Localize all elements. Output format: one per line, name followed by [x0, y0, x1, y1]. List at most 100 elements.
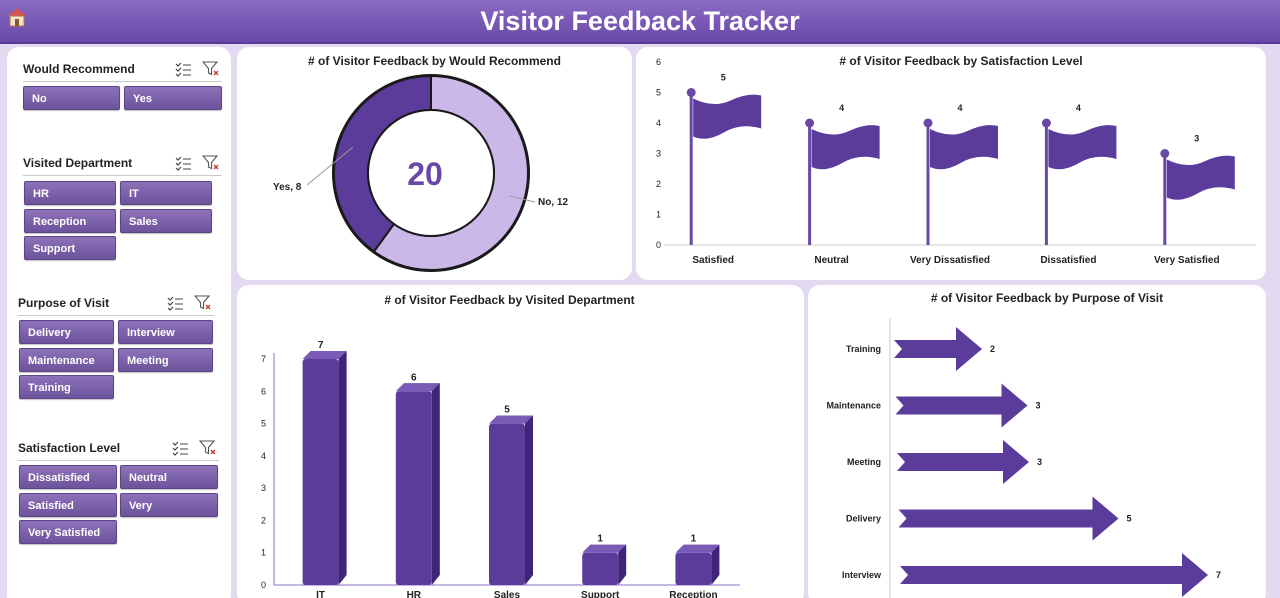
visited-department-slicer-title: Visited Department — [23, 156, 133, 170]
recommend-chart-title: # of Visitor Feedback by Would Recommend — [308, 54, 561, 68]
page-title: Visitor Feedback Tracker — [480, 6, 800, 36]
department-bar-chart: 0 1 2 3 4 5 6 7 7 IT 6 HR 5 Sales 1 Support 1 Reception — [261, 340, 740, 598]
bar-value-label: 6 — [411, 372, 417, 383]
bar-hr — [395, 391, 432, 585]
satisfaction-level-slicer-divider — [18, 460, 219, 461]
bar-side — [497, 415, 533, 585]
flag-very-satisfied — [1166, 155, 1235, 200]
multi-select-icon[interactable] — [174, 155, 192, 171]
bar-reception — [675, 552, 712, 585]
clear-filter-icon[interactable] — [202, 155, 220, 171]
arrow-meeting — [897, 440, 1029, 484]
flag-dissatisfied — [1048, 125, 1117, 170]
slicer-button-no[interactable]: No — [23, 86, 120, 110]
slicer-button-very-dissatisfied[interactable]: Very Dissatisfied — [120, 492, 218, 536]
flag-satisfied — [693, 94, 762, 139]
x-tick-label: Support — [581, 590, 620, 598]
x-tick-label: Satisfied — [692, 255, 734, 266]
leader-line-yes — [306, 146, 354, 186]
clear-filter-icon[interactable] — [194, 295, 212, 311]
bar-side — [683, 544, 720, 585]
slicer-button-meeting[interactable]: Meeting — [118, 347, 213, 372]
y-tick-label: 7 — [261, 354, 266, 364]
bar-top — [489, 415, 533, 424]
y-tick-label: Interview — [842, 570, 882, 580]
flag-neutral — [811, 125, 880, 170]
slicer-button-neutral[interactable]: Neutral — [120, 465, 218, 489]
y-tick-label: 4 — [656, 118, 661, 128]
arrow-interview — [900, 553, 1208, 597]
bar-top — [302, 351, 347, 359]
multi-select-icon[interactable] — [174, 61, 192, 77]
recommend-donut-chart: 20 No, 12 Yes, 8 — [273, 74, 568, 272]
satisfaction-level-slicer-title: Satisfaction Level — [18, 441, 121, 455]
visited-department-slicer-divider — [23, 175, 222, 176]
y-tick-label: 5 — [261, 419, 266, 429]
bar-side — [403, 383, 440, 585]
arrow-maintenance — [895, 383, 1028, 428]
slicer-button-dissatisfied[interactable]: Dissatisfied — [19, 465, 117, 489]
purpose-of-visit-slicer-divider — [18, 315, 214, 316]
purpose-chart-panel — [808, 285, 1266, 598]
y-tick-label: 4 — [261, 451, 266, 461]
flag-pole-knob — [1160, 149, 1170, 158]
y-tick-label: Meeting — [847, 457, 881, 467]
x-tick-label: Very Dissatisfied — [910, 255, 990, 266]
y-tick-label: 3 — [656, 149, 661, 159]
slicer-button-delivery[interactable]: Delivery — [19, 320, 114, 344]
x-tick-label: Very Satisfied — [1154, 255, 1220, 266]
slicer-button-interview[interactable]: Interview — [118, 320, 213, 344]
department-chart-title: # of Visitor Feedback by Visited Departm… — [384, 293, 635, 307]
slicer-button-it[interactable]: IT — [120, 181, 212, 205]
header-bar: Visitor Feedback Tracker — [0, 0, 1280, 44]
bar-top — [675, 544, 720, 553]
slicer-button-training[interactable]: Training — [19, 375, 114, 399]
satisfaction-flag-chart: 0 1 2 3 4 5 6 5 Satisfied 4 Neutral 4 Very Dissatisf… — [656, 57, 1256, 266]
x-tick-label: Sales — [494, 590, 521, 598]
multi-select-icon[interactable] — [166, 295, 184, 311]
multi-select-icon[interactable] — [171, 440, 189, 456]
y-tick-label: 0 — [261, 580, 266, 590]
arrow-value-label: 2 — [990, 344, 995, 354]
x-tick-label: Dissatisfied — [1040, 255, 1096, 266]
flag-pole-knob — [805, 118, 815, 128]
slicer-button-satisfied[interactable]: Satisfied — [19, 492, 117, 517]
y-tick-label: Maintenance — [826, 401, 881, 411]
slicer-button-yes[interactable]: Yes — [124, 86, 222, 110]
clear-filter-icon[interactable] — [202, 61, 220, 77]
slicer-button-hr[interactable]: HR — [24, 181, 116, 205]
leader-line-no — [508, 195, 536, 203]
bar-sales — [489, 423, 525, 585]
y-tick-label: 1 — [656, 210, 661, 220]
purpose-chart-title: # of Visitor Feedback by Purpose of Visi… — [930, 291, 1164, 305]
x-tick-label: Reception — [669, 590, 717, 598]
slicer-button-support[interactable]: Support — [24, 236, 116, 260]
slicer-button-maintenance[interactable]: Maintenance — [19, 347, 114, 372]
flag-value-label: 5 — [721, 73, 726, 83]
would-recommend-slicer-title: Would Recommend — [23, 62, 135, 76]
y-tick-label: 2 — [261, 515, 266, 525]
slicer-button-very-satisfied[interactable]: Very Satisfied — [19, 520, 117, 544]
flag-value-label: 3 — [1194, 134, 1199, 144]
bar-value-label: 1 — [691, 534, 697, 545]
purpose-arrow-chart: Training 2 Maintenance 3 Meeting 3 Delivery 5 In… — [826, 318, 1221, 598]
slicer-button-sales[interactable]: Sales — [120, 208, 212, 233]
donut-center-total: 20 — [407, 156, 443, 192]
flag-pole-knob — [1041, 118, 1051, 128]
slicer-button-reception[interactable]: Reception — [24, 208, 116, 233]
arrow-delivery — [898, 496, 1119, 541]
donut-label-yes: Yes, 8 — [273, 182, 302, 193]
flag-value-label: 4 — [1076, 103, 1081, 113]
flag-pole-knob — [923, 118, 933, 128]
purpose-of-visit-slicer-title: Purpose of Visit — [18, 296, 110, 310]
satisfaction-chart-title: # of Visitor Feedback by Satisfaction Le… — [839, 54, 1083, 68]
clear-filter-icon[interactable] — [199, 440, 217, 456]
home-icon[interactable] — [6, 6, 28, 28]
arrow-value-label: 3 — [1037, 457, 1042, 467]
donut-label-no: No, 12 — [538, 197, 568, 208]
x-tick-label: HR — [407, 590, 422, 598]
flag-value-label: 4 — [839, 103, 844, 113]
y-tick-label: 2 — [656, 179, 661, 189]
would-recommend-slicer-divider — [23, 81, 222, 82]
flag-very-dissatisfied — [930, 125, 998, 170]
